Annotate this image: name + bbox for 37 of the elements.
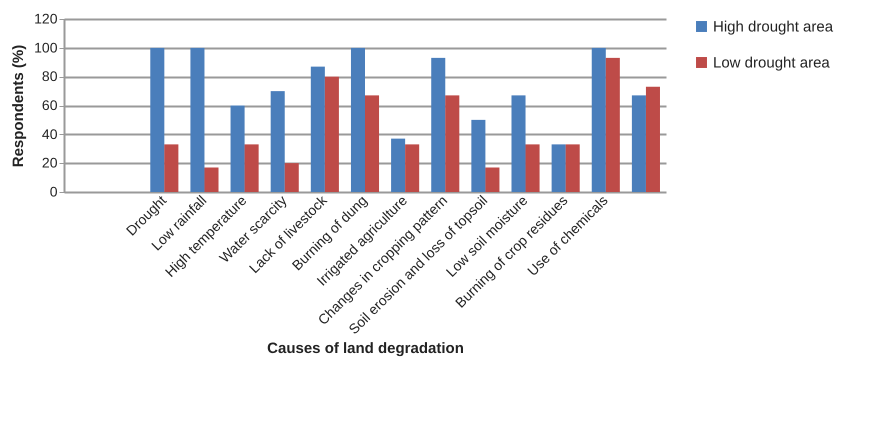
bar bbox=[471, 120, 486, 192]
bar bbox=[445, 95, 460, 192]
bar bbox=[350, 48, 365, 192]
y-tick-label: 40 bbox=[42, 126, 58, 142]
y-tick-label: 0 bbox=[50, 184, 58, 200]
bar bbox=[391, 138, 406, 192]
y-tick-label: 60 bbox=[42, 97, 58, 113]
y-axis-title: Respondents (%) bbox=[10, 44, 28, 168]
bar bbox=[606, 58, 620, 192]
bar bbox=[632, 95, 646, 192]
y-tick-label: 120 bbox=[34, 10, 58, 26]
bar bbox=[646, 86, 660, 192]
bar bbox=[511, 95, 526, 192]
legend-label: High drought area bbox=[713, 18, 834, 36]
y-tick-label: 80 bbox=[42, 68, 58, 84]
bar bbox=[405, 144, 420, 192]
legend-label: Low drought area bbox=[713, 54, 830, 72]
bar bbox=[310, 66, 325, 192]
bar bbox=[485, 167, 500, 192]
bar bbox=[566, 144, 580, 192]
bar bbox=[244, 144, 259, 192]
bar bbox=[552, 144, 566, 192]
bar bbox=[592, 48, 606, 192]
bar bbox=[431, 58, 446, 192]
bar bbox=[204, 167, 219, 192]
bar bbox=[324, 76, 339, 192]
bar bbox=[190, 48, 204, 192]
x-axis-title: Causes of land degradation bbox=[267, 340, 464, 358]
bar bbox=[164, 144, 178, 192]
y-tick-label: 100 bbox=[34, 39, 58, 56]
bar bbox=[284, 163, 299, 192]
y-tick-label: 20 bbox=[42, 154, 58, 171]
bar bbox=[270, 91, 285, 192]
bar bbox=[526, 144, 540, 192]
bar bbox=[230, 106, 245, 192]
bar bbox=[365, 95, 380, 192]
bar bbox=[150, 48, 164, 192]
